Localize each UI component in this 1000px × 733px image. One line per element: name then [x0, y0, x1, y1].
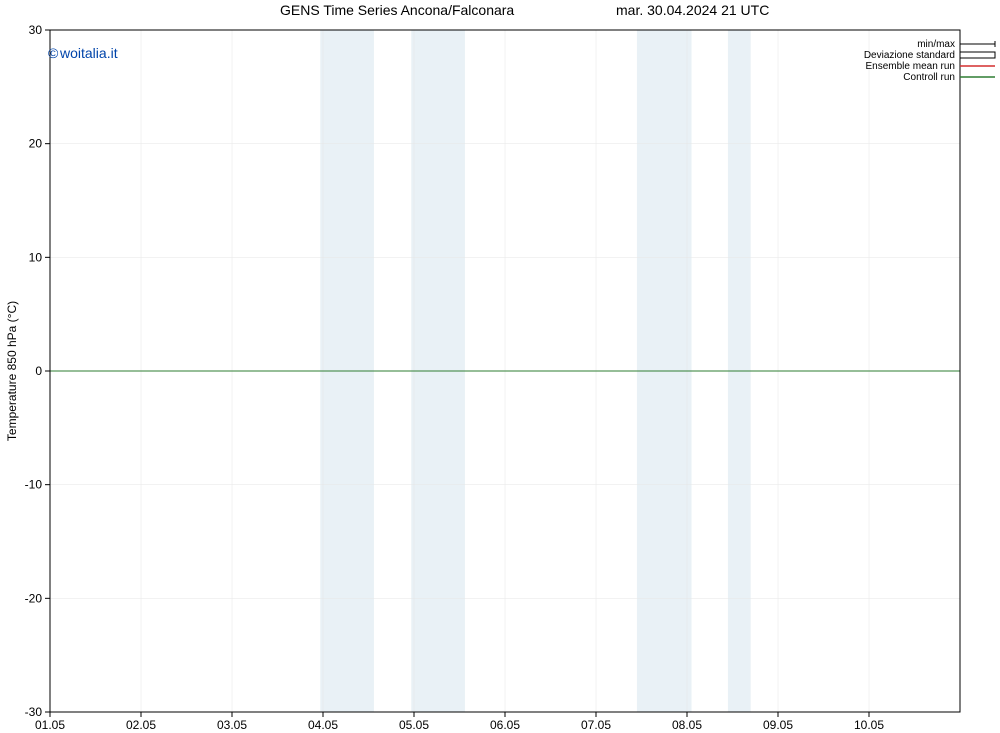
y-tick-label: 20 [29, 137, 43, 151]
x-tick-label: 04.05 [308, 718, 338, 732]
x-tick-label: 03.05 [217, 718, 247, 732]
y-axis-label: Temperature 850 hPa (°C) [5, 301, 19, 441]
x-tick-label: 05.05 [399, 718, 429, 732]
chart-title-right: mar. 30.04.2024 21 UTC [616, 2, 769, 18]
legend-sample-box [960, 52, 995, 58]
x-tick-label: 07.05 [581, 718, 611, 732]
y-tick-label: 30 [29, 23, 43, 37]
y-tick-label: -10 [25, 478, 43, 492]
legend-label: Ensemble mean run [866, 61, 956, 72]
watermark-text: woitalia.it [59, 45, 118, 61]
chart-title-left: GENS Time Series Ancona/Falconara [280, 2, 514, 18]
y-tick-label: 10 [29, 250, 43, 264]
x-tick-label: 01.05 [35, 718, 65, 732]
legend-label: Controll run [903, 72, 955, 83]
x-tick-label: 10.05 [854, 718, 884, 732]
legend-label: min/max [917, 39, 955, 50]
x-tick-label: 08.05 [672, 718, 702, 732]
copyright-symbol: © [48, 45, 59, 61]
chart-container: GENS Time Series Ancona/Falconara mar. 30… [0, 0, 1000, 733]
timeseries-chart: GENS Time Series Ancona/Falconara mar. 30… [0, 0, 1000, 733]
y-tick-label: -20 [25, 591, 43, 605]
x-tick-label: 09.05 [763, 718, 793, 732]
x-tick-label: 06.05 [490, 718, 520, 732]
y-tick-label: 0 [35, 364, 42, 378]
legend-label: Deviazione standard [864, 50, 955, 61]
x-tick-label: 02.05 [126, 718, 156, 732]
y-tick-label: -30 [25, 705, 43, 719]
